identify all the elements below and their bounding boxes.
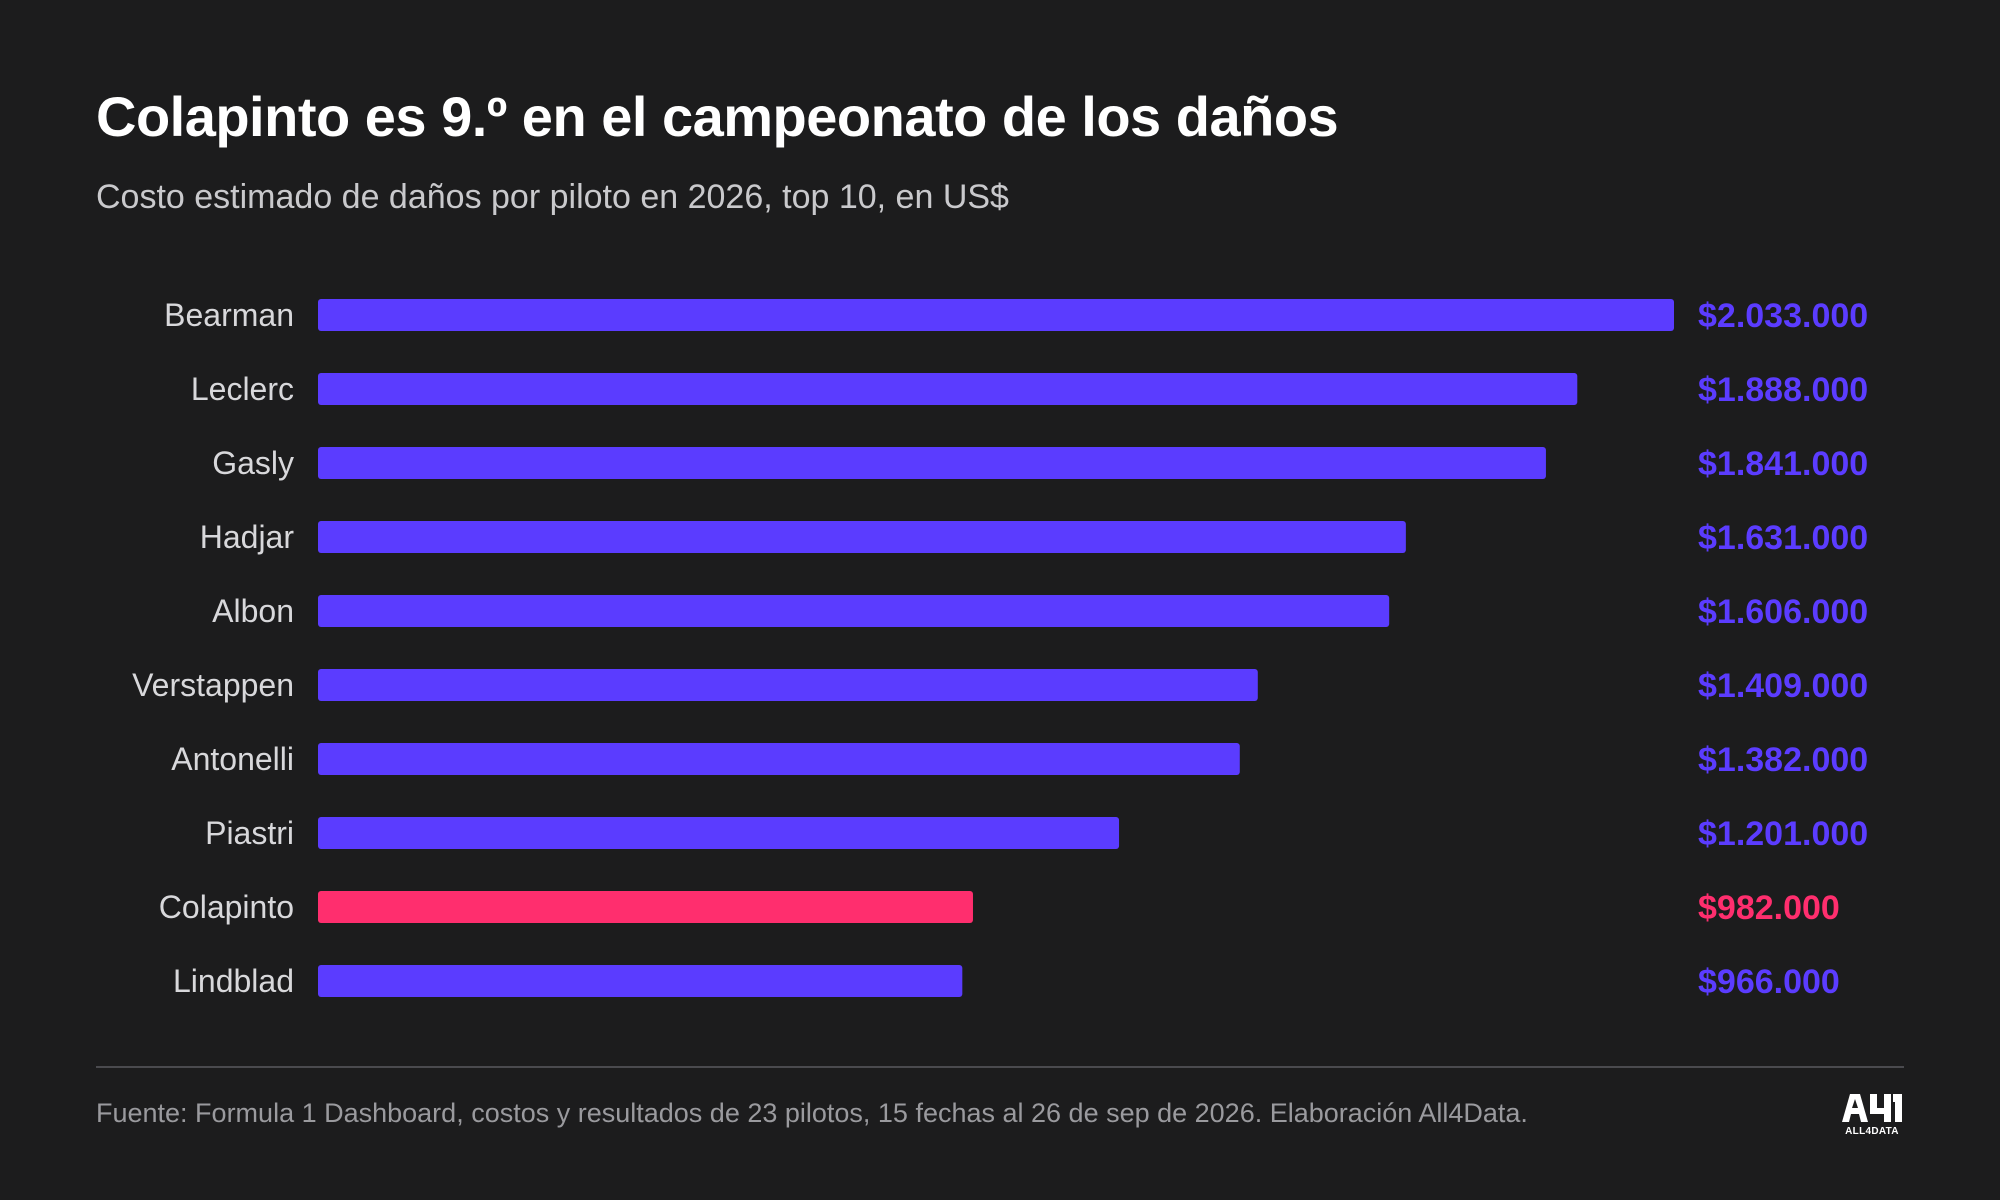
value-label: $966.000 — [1698, 963, 1840, 1001]
bar-leclerc — [318, 373, 1578, 405]
value-label: $1.382.000 — [1698, 741, 1868, 779]
category-label: Bearman — [164, 297, 294, 333]
all4data-logo-icon: ALL4DATA — [1840, 1088, 1904, 1138]
category-label: Albon — [212, 593, 294, 629]
bar-antonelli — [318, 743, 1240, 775]
bar-hadjar — [318, 521, 1406, 553]
value-label: $1.841.000 — [1698, 445, 1868, 483]
value-label: $1.201.000 — [1698, 815, 1868, 853]
value-label: $1.631.000 — [1698, 519, 1868, 557]
footer-divider — [96, 1066, 1904, 1068]
bar-chart: Bearman $2.033.000 Leclerc $1.888.000 Gasly $… — [132, 297, 1868, 1001]
bar-verstappen — [318, 669, 1258, 701]
category-label: Piastri — [205, 815, 294, 851]
bar-lindblad — [318, 965, 963, 997]
source-note: Fuente: Formula 1 Dashboard, costos y re… — [96, 1098, 1528, 1128]
chart-title: Colapinto es 9.º en el campeonato de los… — [96, 85, 1339, 148]
category-label: Colapinto — [159, 889, 294, 925]
category-label: Hadjar — [200, 519, 295, 555]
chart-subtitle: Costo estimado de daños por piloto en 20… — [96, 178, 1009, 216]
bar-albon — [318, 595, 1390, 627]
bar-bearman — [318, 299, 1674, 331]
value-label: $1.606.000 — [1698, 593, 1868, 631]
category-label: Leclerc — [191, 371, 294, 407]
value-label: $2.033.000 — [1698, 297, 1868, 335]
category-label: Antonelli — [171, 741, 294, 777]
category-label: Lindblad — [173, 963, 294, 999]
logo-text: ALL4DATA — [1845, 1126, 1899, 1137]
value-label: $982.000 — [1698, 889, 1840, 927]
value-label: $1.888.000 — [1698, 371, 1868, 409]
category-label: Verstappen — [132, 667, 294, 703]
bar-gasly — [318, 447, 1546, 479]
category-label: Gasly — [212, 445, 294, 481]
bar-colapinto — [318, 891, 973, 923]
value-label: $1.409.000 — [1698, 667, 1868, 705]
bar-piastri — [318, 817, 1120, 849]
logo-mark — [1842, 1094, 1902, 1122]
